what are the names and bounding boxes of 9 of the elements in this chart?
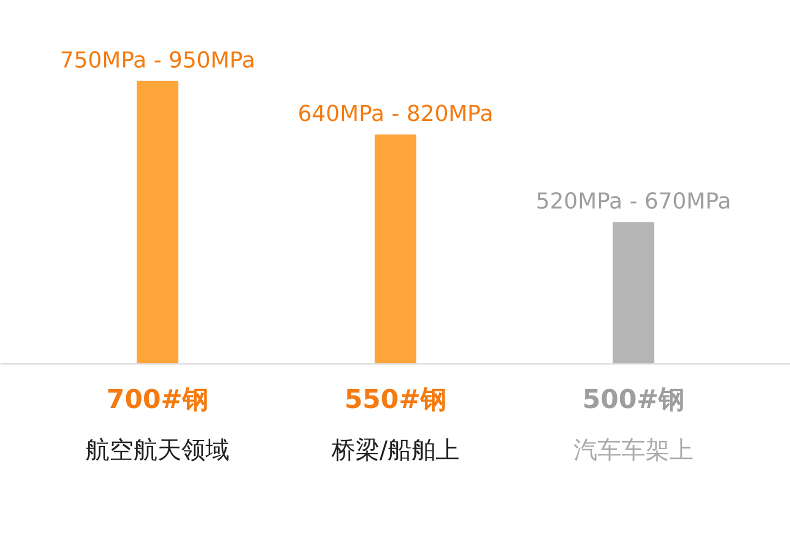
text: 汽车车架上 <box>573 436 694 464</box>
text: 桥梁/船舶上 <box>330 436 460 464</box>
annotation: 750MPa - 950MPa <box>60 48 256 74</box>
annotation: 520MPa - 670MPa <box>536 190 732 215</box>
x-tick-label: 550#钢 <box>344 384 447 415</box>
text: 航空航天领域 <box>86 436 230 464</box>
annotation: 640MPa - 820MPa <box>298 102 494 128</box>
x-tick-label: 700#钢 <box>106 384 209 415</box>
x-tick-label: 500#钢 <box>582 384 684 415</box>
